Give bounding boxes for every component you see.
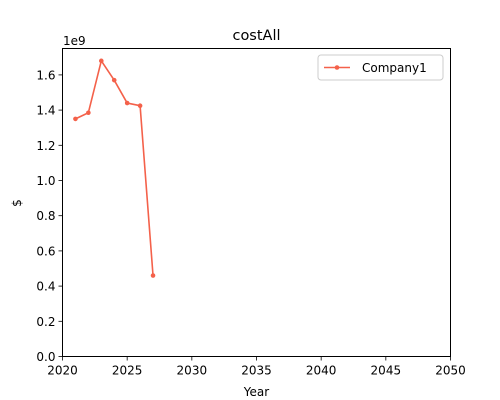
y-tick-label: 0.8 bbox=[36, 209, 55, 223]
y-tick-label: 0.6 bbox=[36, 244, 55, 258]
x-tick-label: 2035 bbox=[241, 364, 272, 378]
y-tick-label: 1.2 bbox=[36, 139, 55, 153]
x-tick-label: 2050 bbox=[435, 364, 466, 378]
y-tick-label: 1.6 bbox=[36, 68, 55, 82]
x-tick-label: 2040 bbox=[306, 364, 337, 378]
x-tick-label: 2020 bbox=[47, 364, 78, 378]
data-point bbox=[73, 116, 78, 122]
y-axis-ticks: 0.0 0.2 0.4 0.6 0.8 1.0 1.2 1.4 1.6 bbox=[36, 68, 63, 364]
x-axis-ticks: 2020 2025 2030 2035 2040 2045 2050 bbox=[47, 356, 466, 378]
data-point bbox=[86, 110, 91, 116]
plot-frame bbox=[62, 48, 451, 357]
y-tick-label: 0.2 bbox=[36, 315, 55, 329]
data-point bbox=[111, 77, 117, 83]
data-point bbox=[99, 58, 104, 64]
x-tick-label: 2025 bbox=[112, 364, 143, 378]
x-axis-label: Year bbox=[243, 385, 269, 399]
data-point bbox=[150, 273, 156, 278]
y-axis-label: $ bbox=[10, 199, 24, 207]
legend-label: Company1 bbox=[362, 61, 427, 75]
chart-title: costAll bbox=[232, 28, 280, 44]
legend-marker bbox=[334, 65, 340, 70]
series-layer bbox=[73, 58, 156, 278]
x-tick-label: 2045 bbox=[371, 364, 402, 378]
legend: Company1 bbox=[317, 54, 444, 81]
y-tick-label: 1.0 bbox=[36, 174, 55, 188]
y-tick-label: 1.4 bbox=[36, 104, 55, 118]
x-tick-label: 2030 bbox=[177, 364, 208, 378]
legend-box bbox=[317, 54, 444, 81]
y-offset-label: 1e9 bbox=[63, 34, 86, 48]
y-tick-label: 0.0 bbox=[36, 350, 55, 364]
y-tick-label: 0.4 bbox=[36, 280, 55, 294]
data-point bbox=[124, 100, 130, 106]
data-point bbox=[137, 103, 143, 108]
